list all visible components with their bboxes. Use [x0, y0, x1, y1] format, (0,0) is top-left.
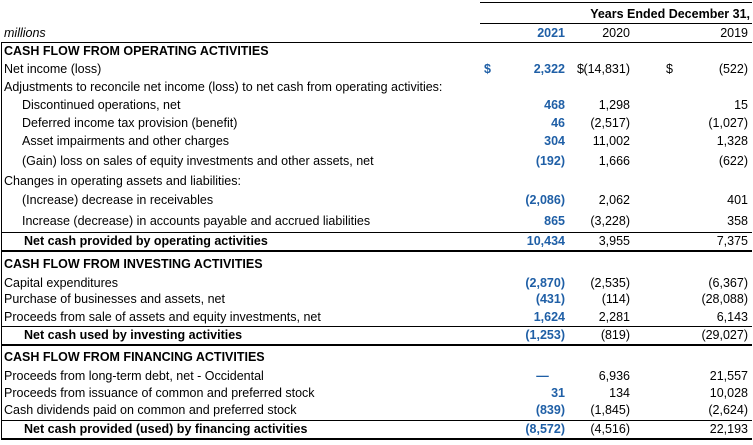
value-2019: 6,143	[716, 310, 748, 324]
value-2019: (2,624)	[708, 403, 748, 417]
value-2021: (431)	[535, 292, 565, 306]
value-2020: (14,831)	[583, 62, 630, 76]
value-2021: 10,434	[526, 234, 565, 248]
value-2021: (1,253)	[525, 328, 565, 342]
value-2019: (29,027)	[701, 328, 748, 342]
row-label: Proceeds from issuance of common and pre…	[4, 386, 315, 400]
value-2021: 1,624	[533, 310, 565, 324]
value-2019: (6,367)	[708, 276, 748, 290]
value-2019: (1,027)	[708, 116, 748, 130]
subtotal-rule	[2, 326, 752, 327]
row-label: Cash dividends paid on common and prefer…	[4, 403, 297, 417]
row-label: Adjustments to reconcile net income (los…	[4, 80, 443, 94]
value-2020: (2,517)	[590, 116, 630, 130]
value-2019: 10,028	[709, 386, 748, 400]
row-label: Purchase of businesses and assets, net	[4, 292, 225, 306]
currency-symbol-2021: $	[484, 62, 491, 76]
year-2020-header: 2020	[602, 26, 630, 40]
value-2019: (28,088)	[701, 292, 748, 306]
row-label: CASH FLOW FROM OPERATING ACTIVITIES	[4, 44, 269, 58]
value-2021: (839)	[535, 403, 565, 417]
row-label: Proceeds from long-term debt, net - Occi…	[4, 369, 264, 383]
value-2019: 358	[727, 214, 748, 228]
value-2020: 1,298	[598, 98, 630, 112]
value-2019: (522)	[718, 62, 748, 76]
value-2021: 2,322	[533, 62, 565, 76]
row-label: Net cash provided by operating activitie…	[24, 234, 268, 248]
value-2020: 6,936	[598, 369, 630, 383]
row-label: Net cash used by investing activities	[24, 328, 243, 342]
value-2020: (2,535)	[590, 276, 630, 290]
value-2019: (622)	[718, 154, 748, 168]
row-label: Capital expenditures	[4, 276, 118, 290]
value-2020: (819)	[600, 328, 630, 342]
value-2021: (8,572)	[525, 422, 565, 436]
value-2020: 11,002	[592, 134, 630, 148]
row-label: Discontinued operations, net	[22, 98, 181, 112]
row-label: Net cash provided (used) by financing ac…	[24, 422, 308, 436]
row-label: Proceeds from sale of assets and equity …	[4, 310, 321, 324]
total-bottom-rule	[2, 438, 752, 440]
row-label: (Gain) loss on sales of equity investmen…	[22, 154, 374, 168]
value-2021: (2,086)	[525, 193, 565, 207]
subtotal-rule	[2, 232, 752, 233]
currency-symbol-2019: $	[666, 62, 673, 76]
row-label: Asset impairments and other charges	[22, 134, 230, 148]
value-2020: 2,281	[598, 310, 630, 324]
year-2019-header: 2019	[720, 26, 748, 40]
value-2021: 468	[544, 98, 565, 112]
row-label: (Increase) decrease in receivables	[22, 193, 214, 207]
value-2020: (114)	[601, 292, 630, 306]
value-2020: (4,516)	[590, 422, 630, 436]
row-label: Changes in operating assets and liabilit…	[4, 174, 241, 188]
left-border	[1, 42, 2, 440]
row-label: CASH FLOW FROM INVESTING ACTIVITIES	[4, 257, 263, 271]
currency-symbol-2020: $	[577, 62, 584, 76]
value-2021: 865	[544, 214, 565, 228]
row-label: CASH FLOW FROM FINANCING ACTIVITIES	[4, 350, 265, 364]
value-2019: 1,328	[716, 134, 748, 148]
header-top-rule	[480, 2, 752, 3]
subtotal-rule	[2, 420, 752, 421]
value-2019: 22,193	[709, 422, 748, 436]
row-label: Deferred income tax provision (benefit)	[22, 116, 238, 130]
value-2021: 46	[551, 116, 565, 130]
value-2020: 3,955	[598, 234, 630, 248]
header-bottom-rule	[2, 42, 752, 43]
value-2019: 401	[727, 193, 748, 207]
value-2020: 134	[609, 386, 630, 400]
value-2020: 2,062	[598, 193, 630, 207]
value-2020: 1,666	[598, 154, 630, 168]
total-bottom-rule	[2, 344, 752, 346]
value-2021: 304	[544, 134, 565, 148]
value-2021: (2,870)	[525, 276, 565, 290]
units-label: millions	[4, 26, 46, 40]
value-2020: (1,845)	[590, 403, 630, 417]
total-bottom-rule	[2, 250, 752, 252]
row-label: Net income (loss)	[4, 62, 102, 76]
value-2021: —	[536, 369, 549, 383]
value-2019: 15	[734, 98, 748, 112]
period-title-rule	[480, 23, 752, 24]
period-title: Years Ended December 31,	[590, 7, 750, 21]
value-2021: 31	[551, 386, 565, 400]
value-2021: (192)	[535, 154, 565, 168]
value-2020: (3,228)	[590, 214, 630, 228]
value-2019: 21,557	[709, 369, 748, 383]
row-label: Increase (decrease) in accounts payable …	[22, 214, 371, 228]
value-2019: 7,375	[716, 234, 748, 248]
year-2021-header: 2021	[537, 26, 565, 40]
